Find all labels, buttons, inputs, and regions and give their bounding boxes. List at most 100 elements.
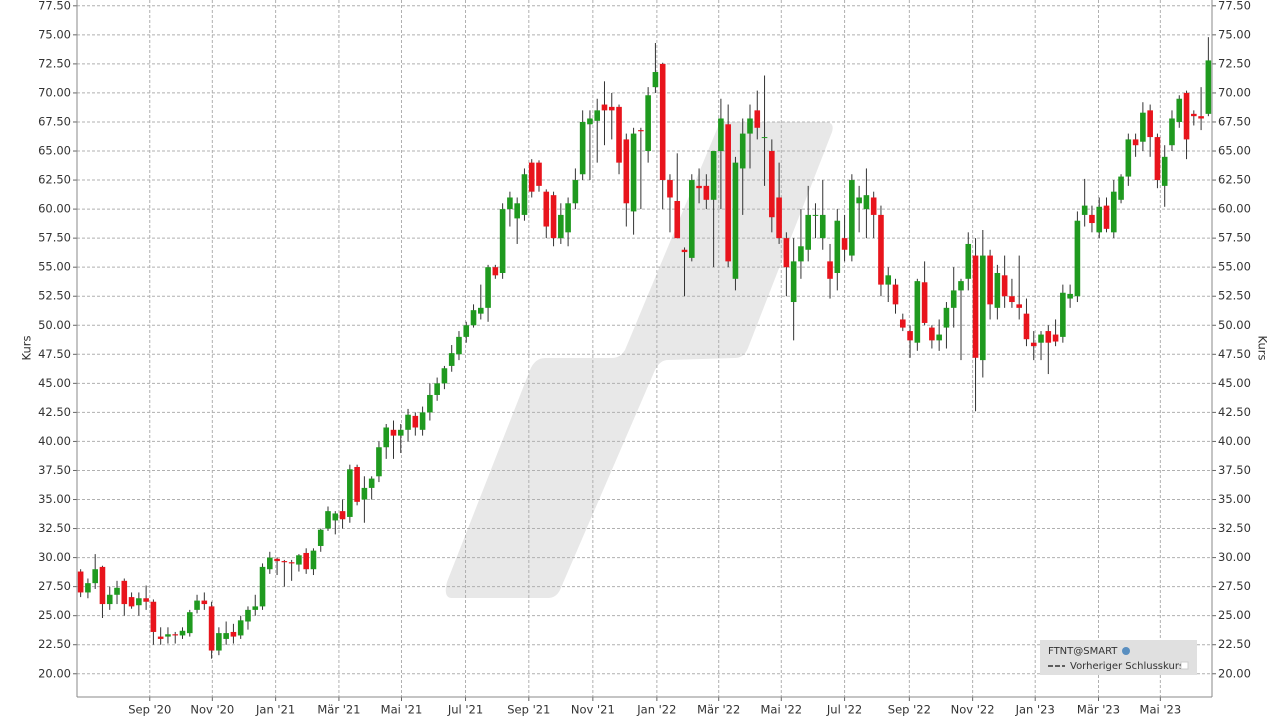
y2-tick-label: 42.50 bbox=[1218, 405, 1251, 419]
candle-body bbox=[601, 104, 608, 111]
candle-body bbox=[1198, 116, 1204, 119]
candle-body bbox=[739, 133, 746, 169]
x-tick-label: Mär '21 bbox=[317, 703, 360, 717]
candle-body bbox=[128, 597, 135, 607]
candle-body bbox=[747, 118, 753, 134]
legend-label: FTNT@SMART bbox=[1048, 646, 1118, 657]
y2-tick-label: 35.00 bbox=[1218, 492, 1251, 506]
candle-body bbox=[1074, 220, 1081, 297]
candle-body bbox=[186, 612, 193, 634]
candle-body bbox=[441, 368, 448, 384]
y-tick-label: 25.00 bbox=[38, 608, 71, 622]
candle-body bbox=[1132, 139, 1139, 146]
y2-tick-label: 47.50 bbox=[1218, 347, 1251, 361]
y-tick-label: 52.50 bbox=[38, 289, 71, 303]
candle-body bbox=[1205, 60, 1212, 114]
candle-body bbox=[703, 185, 710, 200]
candle-body bbox=[790, 261, 797, 303]
candle-body bbox=[921, 282, 928, 323]
y2-tick-label: 62.50 bbox=[1218, 173, 1251, 187]
candle-body bbox=[296, 555, 302, 565]
candle-body bbox=[179, 630, 186, 636]
candle-body bbox=[587, 118, 593, 125]
candle-body bbox=[761, 137, 768, 139]
candle-body bbox=[85, 583, 91, 593]
candle-body bbox=[1103, 205, 1110, 229]
candle-body bbox=[1191, 113, 1197, 117]
candle-body bbox=[470, 310, 477, 326]
candle-body bbox=[361, 487, 368, 500]
candle-body bbox=[77, 571, 84, 593]
candle-body bbox=[121, 580, 128, 605]
candle-body bbox=[427, 394, 433, 413]
y2-tick-label: 65.00 bbox=[1218, 144, 1251, 158]
y-tick-label: 50.00 bbox=[38, 318, 71, 332]
candle-body bbox=[674, 200, 681, 239]
candle-body bbox=[1067, 293, 1073, 299]
candle-body bbox=[849, 180, 855, 256]
candle-body bbox=[514, 203, 520, 219]
y-tick-label: 57.50 bbox=[38, 231, 71, 245]
x-tick-label: Nov '20 bbox=[190, 703, 234, 717]
x-tick-label: Sep '20 bbox=[128, 703, 171, 717]
candle-body bbox=[230, 631, 237, 637]
y-tick-label: 27.50 bbox=[38, 579, 71, 593]
x-tick-label: Sep '22 bbox=[888, 703, 931, 717]
candle-body bbox=[259, 566, 266, 607]
candle-body bbox=[456, 336, 462, 355]
legend: FTNT@SMART Vorheriger Schlusskurs bbox=[1040, 640, 1197, 675]
candle-body bbox=[1125, 139, 1132, 177]
candle-body bbox=[892, 284, 899, 305]
candle-body bbox=[769, 151, 775, 218]
y2-tick-label: 30.00 bbox=[1218, 550, 1251, 564]
candle-body bbox=[1169, 118, 1175, 146]
candle-body bbox=[1176, 98, 1183, 122]
candle-body bbox=[434, 383, 440, 395]
y2-tick-label: 70.00 bbox=[1218, 85, 1251, 99]
x-tick-label: Jan '23 bbox=[1015, 703, 1055, 717]
candle-body bbox=[463, 325, 470, 337]
y-tick-label: 32.50 bbox=[38, 521, 71, 535]
candle-body bbox=[616, 106, 622, 163]
candle-body bbox=[390, 429, 397, 436]
candle-body bbox=[114, 587, 120, 595]
candle-body bbox=[659, 63, 666, 181]
candle-body bbox=[412, 415, 419, 428]
candle-body bbox=[936, 334, 942, 341]
candle-body bbox=[419, 412, 426, 430]
candle-body bbox=[354, 466, 360, 502]
candle-body bbox=[1096, 206, 1103, 233]
y-tick-label: 37.50 bbox=[38, 463, 71, 477]
x-tick-label: Nov '21 bbox=[571, 703, 615, 717]
candle-body bbox=[681, 249, 688, 253]
candle-body bbox=[172, 634, 179, 636]
y2-tick-label: 22.50 bbox=[1218, 637, 1251, 651]
candle-body bbox=[688, 180, 695, 258]
candle-body bbox=[376, 447, 382, 477]
candle-body bbox=[565, 203, 571, 233]
y2-tick-label: 72.50 bbox=[1218, 56, 1251, 70]
candle-body bbox=[1183, 92, 1190, 140]
candle-body bbox=[368, 478, 375, 488]
candle-body bbox=[252, 606, 259, 610]
y-tick-label: 67.50 bbox=[38, 114, 71, 128]
candle-body bbox=[725, 124, 731, 262]
candle-body bbox=[274, 558, 280, 562]
candle-body bbox=[310, 550, 317, 570]
legend-label: Vorheriger Schlusskurs bbox=[1070, 661, 1184, 672]
y-tick-label: 42.50 bbox=[38, 405, 71, 419]
candle-body bbox=[492, 267, 499, 276]
candle-body bbox=[827, 261, 833, 279]
candle-body bbox=[972, 255, 979, 358]
candle-body bbox=[994, 272, 1001, 308]
watermark bbox=[445, 122, 833, 598]
candle-body bbox=[950, 290, 957, 308]
candle-body bbox=[245, 609, 251, 622]
candle-body bbox=[347, 469, 353, 517]
candle-body bbox=[987, 255, 993, 305]
candle-body bbox=[841, 238, 848, 250]
candle-body bbox=[638, 130, 644, 132]
candle-body bbox=[732, 162, 739, 279]
candle-body bbox=[783, 238, 790, 268]
